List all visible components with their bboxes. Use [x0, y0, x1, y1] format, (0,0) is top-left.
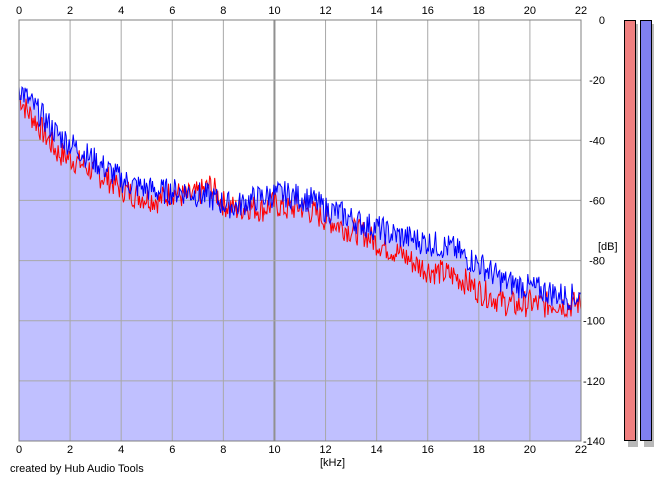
y-tick-label: -60	[589, 195, 605, 207]
y-tick-label: -80	[589, 256, 605, 268]
x-tick-label-top: 8	[220, 5, 226, 17]
y-tick-label: -120	[583, 376, 605, 388]
x-tick-label-bottom: 4	[118, 444, 124, 456]
plot-frame	[18, 19, 582, 442]
x-tick-label-top: 4	[118, 5, 124, 17]
x-tick-label-bottom: 0	[16, 444, 22, 456]
x-tick-label-bottom: 10	[268, 444, 280, 456]
spectrum-fill-area	[19, 86, 581, 441]
y-axis-label: [dB]	[598, 241, 618, 253]
x-tick-label-top: 16	[422, 5, 434, 17]
x-tick-label-top: 6	[169, 5, 175, 17]
x-tick-label-top: 18	[473, 5, 485, 17]
axis-ticks: 002244668810101212141416161818202022220-…	[16, 5, 605, 456]
right-channel-line	[18, 86, 582, 310]
x-tick-label-bottom: 20	[524, 444, 536, 456]
x-axis-label: [kHz]	[320, 457, 346, 469]
x-tick-label-top: 14	[371, 5, 383, 17]
right-level-meter	[640, 20, 652, 441]
y-tick-label: -40	[589, 135, 605, 147]
x-tick-label-top: 20	[524, 5, 536, 17]
y-tick-label: -100	[583, 316, 605, 328]
left-level-meter	[624, 20, 636, 441]
x-tick-label-bottom: 14	[371, 444, 383, 456]
y-tick-label: -140	[583, 436, 605, 448]
x-tick-label-bottom: 22	[575, 444, 587, 456]
x-tick-label-top: 2	[67, 5, 73, 17]
x-tick-label-bottom: 12	[319, 444, 331, 456]
x-tick-label-bottom: 2	[67, 444, 73, 456]
x-tick-label-bottom: 16	[422, 444, 434, 456]
credit-text: created by Hub Audio Tools	[10, 463, 144, 475]
x-tick-label-top: 0	[16, 5, 22, 17]
grid-lines	[18, 19, 582, 442]
x-tick-label-top: 12	[319, 5, 331, 17]
x-tick-label-bottom: 8	[220, 444, 226, 456]
x-tick-label-bottom: 6	[169, 444, 175, 456]
y-tick-label: -20	[589, 75, 605, 87]
x-tick-label-bottom: 18	[473, 444, 485, 456]
x-tick-label-top: 22	[575, 5, 587, 17]
x-tick-label-top: 10	[268, 5, 280, 17]
y-tick-label: 0	[599, 15, 605, 27]
